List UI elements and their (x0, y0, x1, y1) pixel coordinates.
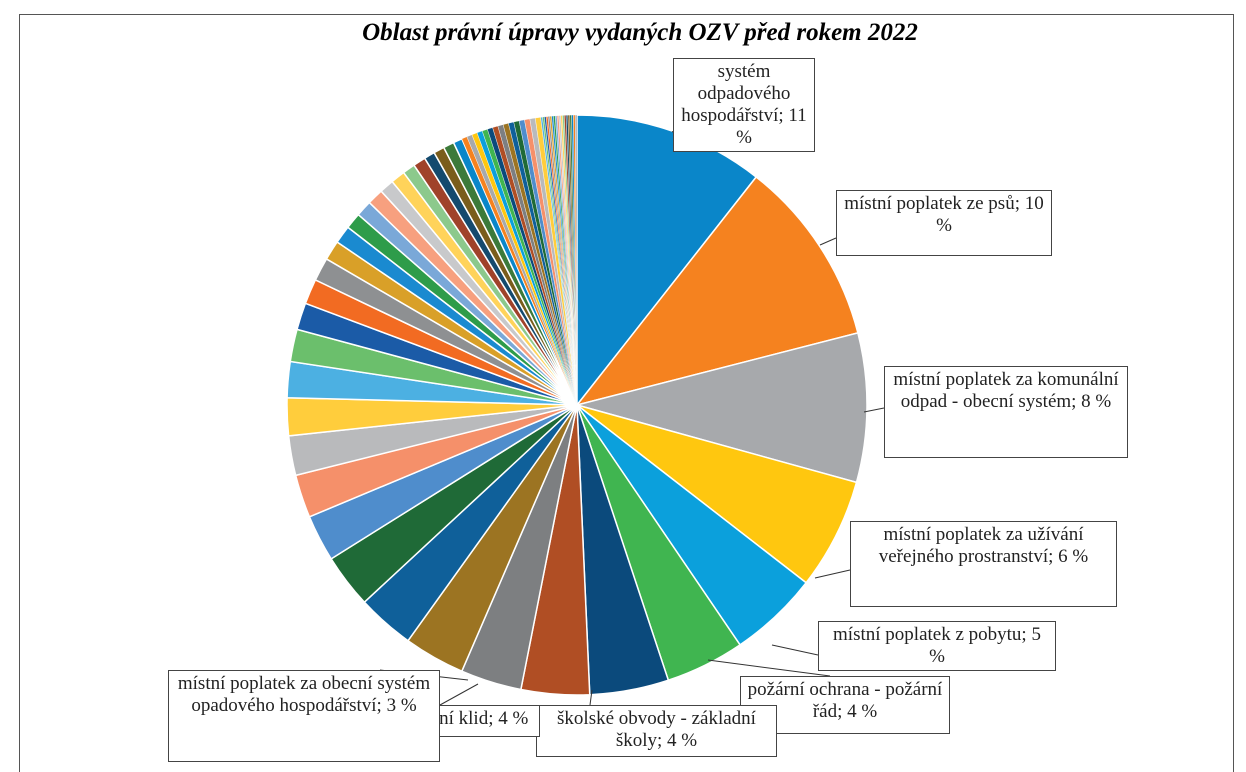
leader-line (439, 683, 479, 706)
data-label: místní poplatek za komunální odpad - obe… (884, 366, 1128, 458)
leader-line (819, 237, 837, 246)
leader-line (589, 689, 593, 706)
leader-line (771, 644, 819, 656)
leader-line (863, 407, 885, 413)
chart-title: Oblast právní úpravy vydaných OZV před r… (362, 19, 918, 46)
leader-line (707, 659, 831, 677)
leader-line (814, 569, 851, 579)
data-label: místní poplatek za užívání veřejného pro… (850, 521, 1117, 607)
pie-slice (574, 114, 578, 406)
data-label: místní poplatek za obecní systém opadové… (168, 670, 440, 762)
data-label: místní poplatek ze psů; 10 % (836, 190, 1052, 256)
chart-frame (19, 14, 1234, 772)
pie-slice (576, 114, 758, 408)
pie-slice (574, 331, 868, 484)
data-label: školské obvody - základní školy; 4 % (536, 705, 777, 757)
pie-slice (575, 175, 859, 407)
data-label: místní poplatek z pobytu; 5 % (818, 621, 1056, 671)
data-label: systém odpadového hospodářství; 11 % (673, 58, 815, 152)
